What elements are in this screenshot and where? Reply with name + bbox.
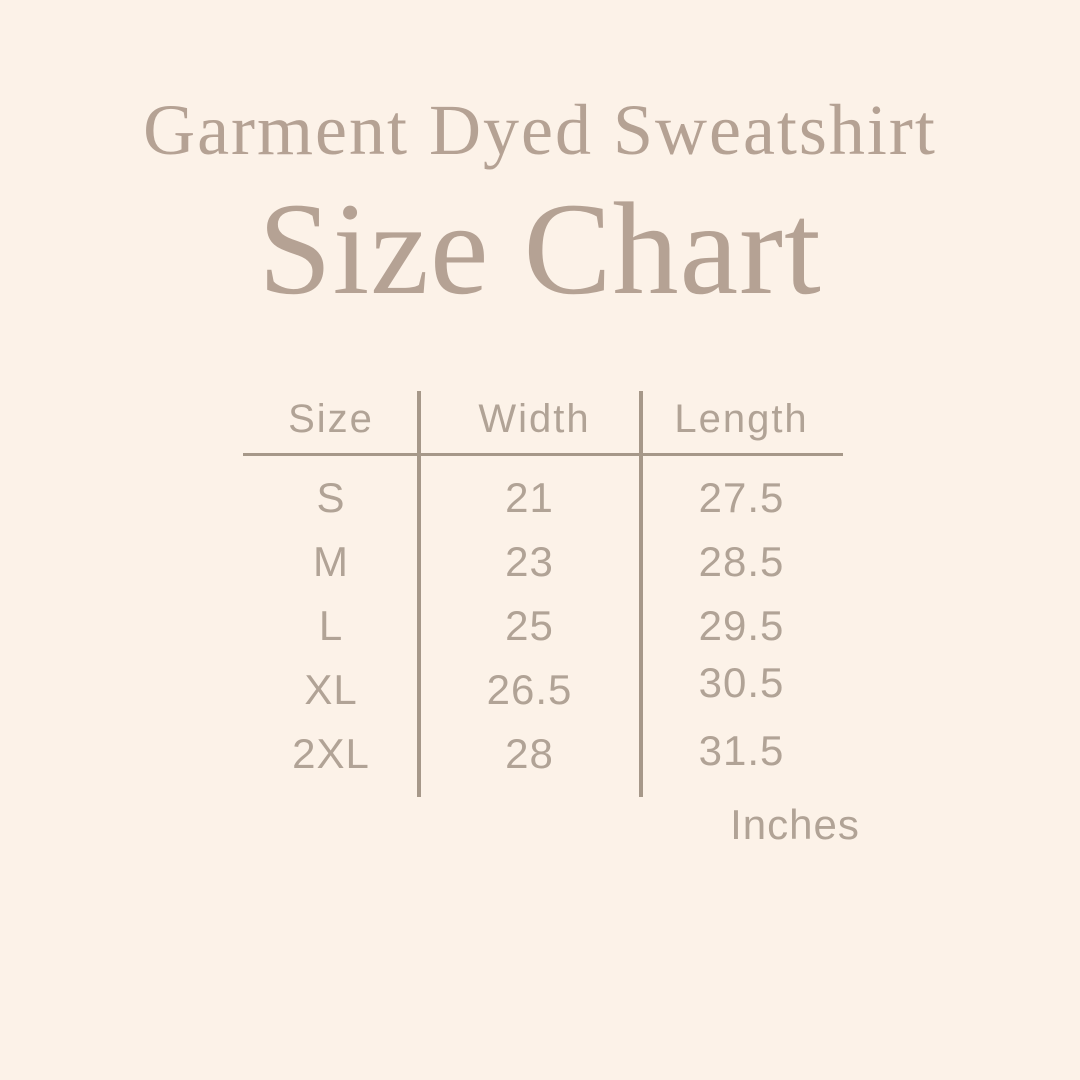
cell-length: 29.5 — [698, 602, 785, 649]
page-title: Size Chart — [258, 175, 822, 322]
table-row: L 25 29.5 — [243, 594, 843, 658]
cell-length: 31.5 — [698, 727, 785, 774]
cell-size: L — [318, 602, 344, 649]
table-header-row: Size Width Length — [243, 385, 843, 453]
column-header-width: Width — [478, 396, 591, 441]
table-body: S 21 27.5 M 23 28.5 L 25 29.5 XL 26.5 30… — [243, 466, 843, 786]
size-table: Size Width Length S 21 27.5 M 23 28.5 L … — [243, 385, 843, 797]
table-row: XL 26.5 30.5 — [243, 658, 843, 722]
header-divider-line — [243, 453, 843, 456]
column-header-size: Size — [288, 396, 374, 441]
column-divider-line-2 — [639, 391, 643, 797]
column-divider-line-1 — [417, 391, 421, 797]
cell-size: XL — [304, 666, 358, 713]
cell-length: 28.5 — [698, 538, 785, 585]
cell-size: 2XL — [292, 730, 370, 777]
cell-length: 27.5 — [698, 474, 785, 521]
unit-label: Inches — [730, 801, 860, 848]
cell-width: 23 — [505, 538, 554, 585]
product-title: Garment Dyed Sweatshirt — [143, 90, 937, 170]
cell-width: 28 — [505, 730, 554, 777]
cell-size: S — [316, 474, 346, 521]
table-row: S 21 27.5 — [243, 466, 843, 530]
column-header-length: Length — [674, 396, 809, 441]
cell-length: 30.5 — [698, 659, 785, 706]
cell-size: M — [313, 538, 349, 585]
cell-width: 26.5 — [486, 666, 573, 713]
table-row: 2XL 28 31.5 — [243, 722, 843, 786]
cell-width: 21 — [505, 474, 554, 521]
cell-width: 25 — [505, 602, 554, 649]
table-row: M 23 28.5 — [243, 530, 843, 594]
